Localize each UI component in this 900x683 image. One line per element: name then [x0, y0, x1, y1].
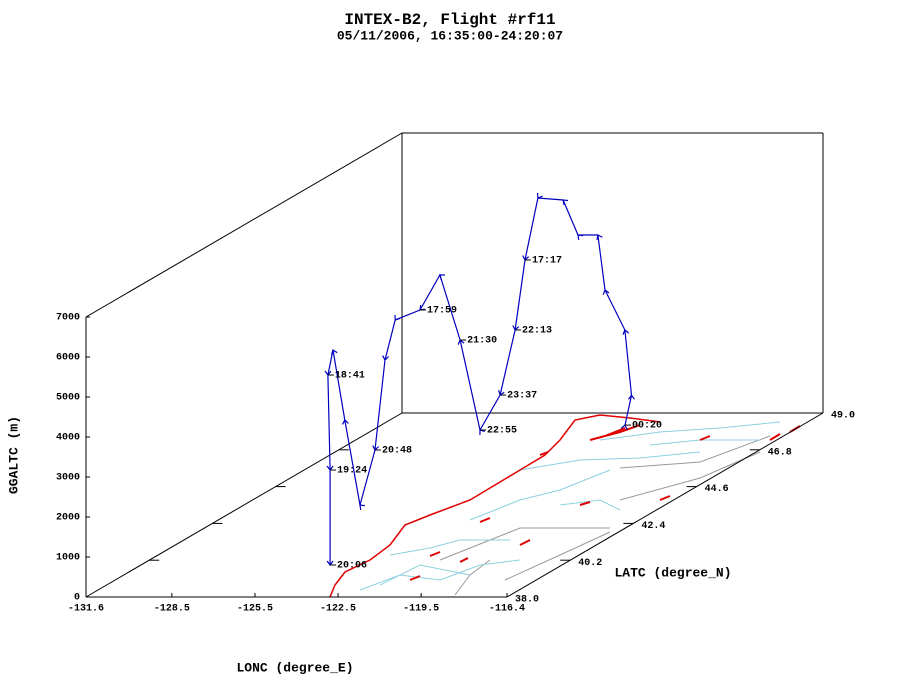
track-arrow — [382, 355, 389, 361]
time-label: 20:06 — [337, 561, 367, 572]
y-tick-label: 38.0 — [515, 595, 539, 606]
time-label: 19:24 — [337, 466, 367, 477]
track-arrow — [372, 445, 380, 451]
track-arrow — [331, 349, 338, 355]
time-label: 17:59 — [427, 306, 457, 317]
x-tick-label: -116.4 — [489, 604, 525, 615]
z-tick-label: 1000 — [56, 553, 80, 564]
map — [329, 414, 801, 598]
track-arrow — [359, 504, 366, 511]
time-label: 22:55 — [487, 426, 517, 437]
z-tick-label: 0 — [74, 593, 80, 604]
state-border — [439, 435, 771, 596]
x-tick-label: -119.5 — [403, 604, 439, 615]
track-arrow — [602, 289, 610, 295]
track-arrow — [577, 234, 584, 241]
time-label: 18:41 — [335, 371, 365, 382]
z-tick-label: 4000 — [56, 433, 80, 444]
y-tick-label: 40.2 — [578, 558, 602, 569]
time-label: 20:48 — [382, 446, 412, 457]
x-tick-label: -128.5 — [154, 604, 190, 615]
x-tick-label: -122.5 — [320, 604, 356, 615]
track-arrow — [620, 424, 628, 430]
track-arrow — [622, 329, 630, 335]
z-axis-label: GGALTC (m) — [6, 416, 21, 494]
y-tick-label: 44.6 — [705, 484, 729, 495]
axis-box — [85, 132, 403, 318]
y-tick-label: 49.0 — [831, 411, 855, 422]
track-arrow — [479, 429, 485, 436]
y-tick-label: 42.4 — [641, 521, 665, 532]
time-label: 23:37 — [507, 391, 537, 402]
x-axis-label: LONC (degree_E) — [236, 660, 353, 675]
z-tick-label: 7000 — [56, 313, 80, 324]
track-arrow — [439, 274, 445, 280]
time-label: 22:13 — [522, 326, 552, 337]
chart-title: INTEX-B2, Flight #rf11 — [344, 11, 555, 29]
y-axis-label: LATC (degree_N) — [614, 565, 731, 580]
track-arrow — [341, 419, 349, 425]
time-label: 17:17 — [532, 256, 562, 267]
track-arrow — [536, 192, 543, 199]
z-tick-label: 6000 — [56, 353, 80, 364]
track-arrow — [498, 390, 505, 396]
z-tick-label: 5000 — [56, 393, 80, 404]
river — [359, 421, 781, 591]
time-label: 21:30 — [467, 336, 497, 347]
y-tick-label: 46.8 — [768, 447, 792, 458]
x-tick-label: -125.5 — [237, 604, 273, 615]
axis-box — [506, 412, 824, 598]
chart-subtitle: 05/11/2006, 16:35:00-24:20:07 — [337, 28, 563, 43]
track-arrow — [394, 314, 401, 321]
track-arrow — [562, 199, 569, 206]
flight-track — [327, 197, 633, 565]
z-tick-label: 2000 — [56, 513, 80, 524]
time-label: 00:20 — [632, 421, 662, 432]
track-arrow — [628, 394, 635, 400]
x-tick-label: -131.6 — [68, 604, 104, 615]
coastline — [329, 414, 661, 598]
track-arrow — [596, 234, 603, 241]
z-tick-label: 3000 — [56, 473, 80, 484]
